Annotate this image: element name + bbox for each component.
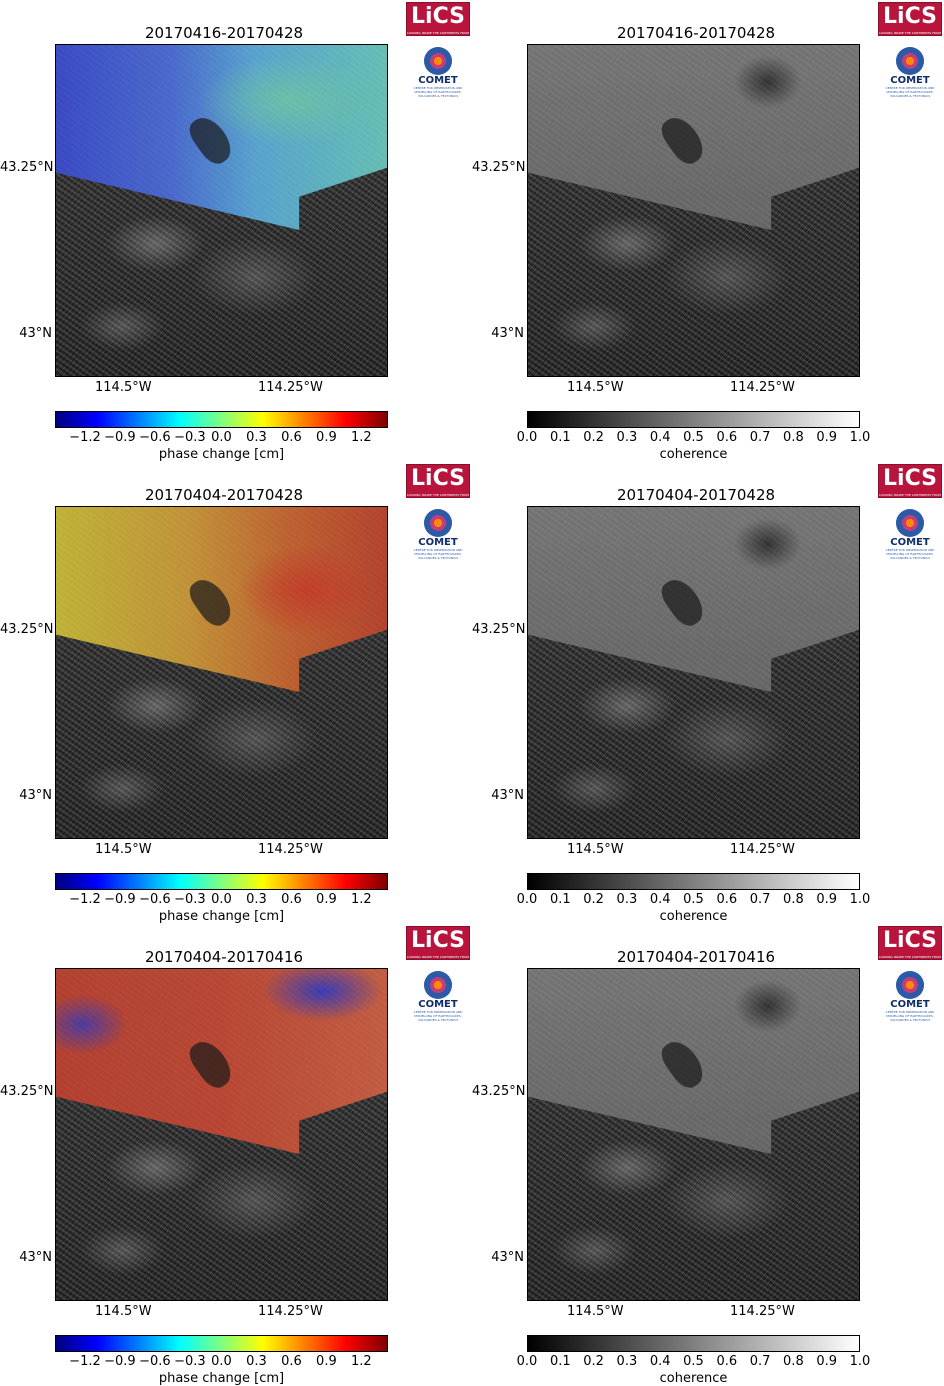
phase-map — [55, 506, 388, 839]
logos: LiCS LOOKING INSIDE THE CONTINENTS FROM … — [406, 926, 470, 1022]
coherence-colorbar — [527, 873, 860, 890]
coherence-colorbar-ticks: 0.0 0.1 0.2 0.3 0.4 0.5 0.6 0.7 0.8 0.9 1.0 — [516, 430, 871, 445]
phase-colorbar-ticks: −1.2 −0.9 −0.6 −0.3 0.0 0.3 0.6 0.9 1.2 — [69, 1354, 372, 1369]
coherence-colorbar-label: coherence — [659, 447, 728, 462]
lon-label-left: 114.5°W — [567, 380, 624, 395]
panel-title: 20170404-20170416 — [616, 948, 776, 966]
lat-label-top: 43.25°N — [472, 160, 526, 175]
panel-title: 20170416-20170428 — [144, 24, 304, 42]
coherence-map — [527, 968, 860, 1301]
panel-title: 20170416-20170428 — [616, 24, 776, 42]
phase-panel-2: 20170404-20170428 43.25°N 43°N 114.5°W 1… — [0, 462, 472, 924]
phase-colorbar-label: phase change [cm] — [158, 447, 285, 462]
lat-label-bottom: 43°N — [19, 1250, 52, 1265]
lat-label-bottom: 43°N — [19, 326, 52, 341]
comet-logo-icon — [424, 509, 452, 537]
lics-logo: LiCS — [878, 464, 942, 498]
phase-map — [55, 968, 388, 1301]
lon-label-left: 114.5°W — [95, 380, 152, 395]
phase-colorbar-label: phase change [cm] — [158, 909, 285, 924]
logos: LiCS LOOKING INSIDE THE CONTINENTS FROM … — [878, 464, 942, 560]
phase-colorbar — [55, 1335, 388, 1352]
comet-logo-text: COMET — [418, 537, 458, 548]
phase-colorbar — [55, 873, 388, 890]
lat-label-bottom: 43°N — [491, 788, 524, 803]
lat-label-top: 43.25°N — [0, 1084, 54, 1099]
lon-label-left: 114.5°W — [567, 842, 624, 857]
lics-logo: LiCS — [406, 464, 470, 498]
lat-label-bottom: 43°N — [491, 326, 524, 341]
comet-logo-icon — [896, 47, 924, 75]
logos: LiCS LOOKING INSIDE THE CONTINENTS FROM … — [878, 926, 942, 1022]
comet-logo-icon — [424, 971, 452, 999]
lat-label-bottom: 43°N — [19, 788, 52, 803]
coherence-panel-2: 20170404-20170428 43.25°N 43°N 114.5°W 1… — [472, 462, 944, 924]
lon-label-right: 114.25°W — [730, 842, 795, 857]
coherence-map — [527, 44, 860, 377]
panel-title: 20170404-20170428 — [616, 486, 776, 504]
lon-label-left: 114.5°W — [567, 1304, 624, 1319]
lon-label-right: 114.25°W — [258, 1304, 323, 1319]
comet-logo-text: COMET — [890, 999, 930, 1010]
lics-logo: LiCS — [406, 926, 470, 960]
lon-label-right: 114.25°W — [258, 380, 323, 395]
phase-panel-3: 20170404-20170416 43.25°N 43°N 114.5°W 1… — [0, 924, 472, 1386]
coherence-colorbar — [527, 1335, 860, 1352]
coherence-colorbar-ticks: 0.0 0.1 0.2 0.3 0.4 0.5 0.6 0.7 0.8 0.9 1.0 — [516, 1354, 871, 1369]
comet-logo-icon — [424, 47, 452, 75]
panel-title: 20170404-20170428 — [144, 486, 304, 504]
comet-logo-text: COMET — [890, 75, 930, 86]
lat-label-top: 43.25°N — [0, 160, 54, 175]
phase-colorbar-label: phase change [cm] — [158, 1371, 285, 1386]
comet-logo-text: COMET — [890, 537, 930, 548]
comet-logo-text: COMET — [418, 75, 458, 86]
lics-logo: LiCS — [878, 926, 942, 960]
lon-label-right: 114.25°W — [258, 842, 323, 857]
lat-label-top: 43.25°N — [472, 622, 526, 637]
coherence-colorbar-label: coherence — [659, 909, 728, 924]
comet-logo-text: COMET — [418, 999, 458, 1010]
comet-logo-icon — [896, 509, 924, 537]
lat-label-bottom: 43°N — [491, 1250, 524, 1265]
lat-label-top: 43.25°N — [0, 622, 54, 637]
coherence-panel-1: 20170416-20170428 43.25°N 43°N 114.5°W 1… — [472, 0, 944, 462]
coherence-panel-3: 20170404-20170416 43.25°N 43°N 114.5°W 1… — [472, 924, 944, 1386]
phase-map — [55, 44, 388, 377]
coherence-map — [527, 506, 860, 839]
coherence-colorbar-ticks: 0.0 0.1 0.2 0.3 0.4 0.5 0.6 0.7 0.8 0.9 1.0 — [516, 892, 871, 907]
logos: LiCS LOOKING INSIDE THE CONTINENTS FROM … — [406, 2, 470, 98]
panel-title: 20170404-20170416 — [144, 948, 304, 966]
comet-logo-icon — [896, 971, 924, 999]
coherence-colorbar — [527, 411, 860, 428]
lon-label-right: 114.25°W — [730, 380, 795, 395]
lon-label-left: 114.5°W — [95, 1304, 152, 1319]
lat-label-top: 43.25°N — [472, 1084, 526, 1099]
lics-logo: LiCS — [406, 2, 470, 36]
logos: LiCS LOOKING INSIDE THE CONTINENTS FROM … — [878, 2, 942, 98]
logos: LiCS LOOKING INSIDE THE CONTINENTS FROM … — [406, 464, 470, 560]
phase-panel-1: 20170416-20170428 43.25°N 43°N 114.5°W 1… — [0, 0, 472, 462]
phase-colorbar-ticks: −1.2 −0.9 −0.6 −0.3 0.0 0.3 0.6 0.9 1.2 — [69, 430, 372, 445]
phase-colorbar — [55, 411, 388, 428]
lon-label-left: 114.5°W — [95, 842, 152, 857]
coherence-colorbar-label: coherence — [659, 1371, 728, 1386]
lon-label-right: 114.25°W — [730, 1304, 795, 1319]
lics-logo: LiCS — [878, 2, 942, 36]
phase-colorbar-ticks: −1.2 −0.9 −0.6 −0.3 0.0 0.3 0.6 0.9 1.2 — [69, 892, 372, 907]
